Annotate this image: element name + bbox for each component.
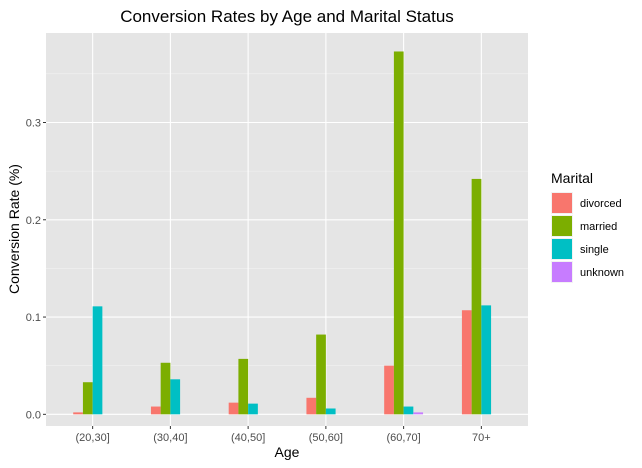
legend-swatch-married xyxy=(552,216,572,236)
legend-label-single: single xyxy=(580,244,609,256)
x-tick-label: (30,40] xyxy=(153,432,187,444)
x-tick-label: (20,30] xyxy=(76,432,110,444)
bars xyxy=(73,51,492,415)
y-tick-label: 0.3 xyxy=(26,117,41,129)
bar-married xyxy=(238,358,249,415)
y-gridlines xyxy=(46,73,528,415)
x-tick-label: (40,50] xyxy=(231,432,265,444)
bar-single xyxy=(170,379,181,415)
bar-single xyxy=(403,406,414,415)
bar-single xyxy=(481,305,492,415)
x-axis-label: Age xyxy=(275,444,300,460)
bar-single xyxy=(92,306,103,415)
bar-married xyxy=(471,178,482,415)
y-tick-label: 0.0 xyxy=(26,409,41,421)
legend-label-married: married xyxy=(580,221,617,233)
bar-married xyxy=(82,382,93,415)
bar-divorced xyxy=(150,406,161,415)
legend-label-unknown: unknown xyxy=(580,267,624,279)
bar-unknown xyxy=(413,412,424,415)
legend: Marital divorced married single unknown xyxy=(551,170,624,283)
bar-married xyxy=(393,51,404,415)
bar-divorced xyxy=(306,397,317,415)
bar-married xyxy=(160,362,171,415)
y-axis: 0.0 0.1 0.2 0.3 xyxy=(26,117,46,421)
y-axis-label: Conversion Rate (%) xyxy=(6,164,22,294)
x-axis: (20,30] (30,40] (40,50] (50,60] (60,70] 70+ xyxy=(76,426,491,444)
bar-divorced xyxy=(384,365,394,415)
x-tick-label: (60,70] xyxy=(386,432,420,444)
bar-divorced xyxy=(228,402,239,415)
bar-divorced xyxy=(461,310,472,415)
legend-swatch-single xyxy=(552,239,572,259)
bar-married xyxy=(316,334,326,415)
legend-swatch-divorced xyxy=(552,193,572,213)
plot-panel xyxy=(46,33,528,426)
legend-label-divorced: divorced xyxy=(580,198,622,210)
bar-single xyxy=(248,403,258,415)
x-tick-label: 70+ xyxy=(472,432,491,444)
bar-divorced xyxy=(73,412,83,415)
y-tick-label: 0.1 xyxy=(26,312,41,324)
chart-title: Conversion Rates by Age and Marital Stat… xyxy=(120,7,454,26)
legend-title: Marital xyxy=(551,170,593,186)
bar-single xyxy=(325,408,336,415)
x-tick-label: (50,60] xyxy=(309,432,343,444)
legend-swatch-unknown xyxy=(552,262,572,282)
y-tick-label: 0.2 xyxy=(26,215,41,227)
